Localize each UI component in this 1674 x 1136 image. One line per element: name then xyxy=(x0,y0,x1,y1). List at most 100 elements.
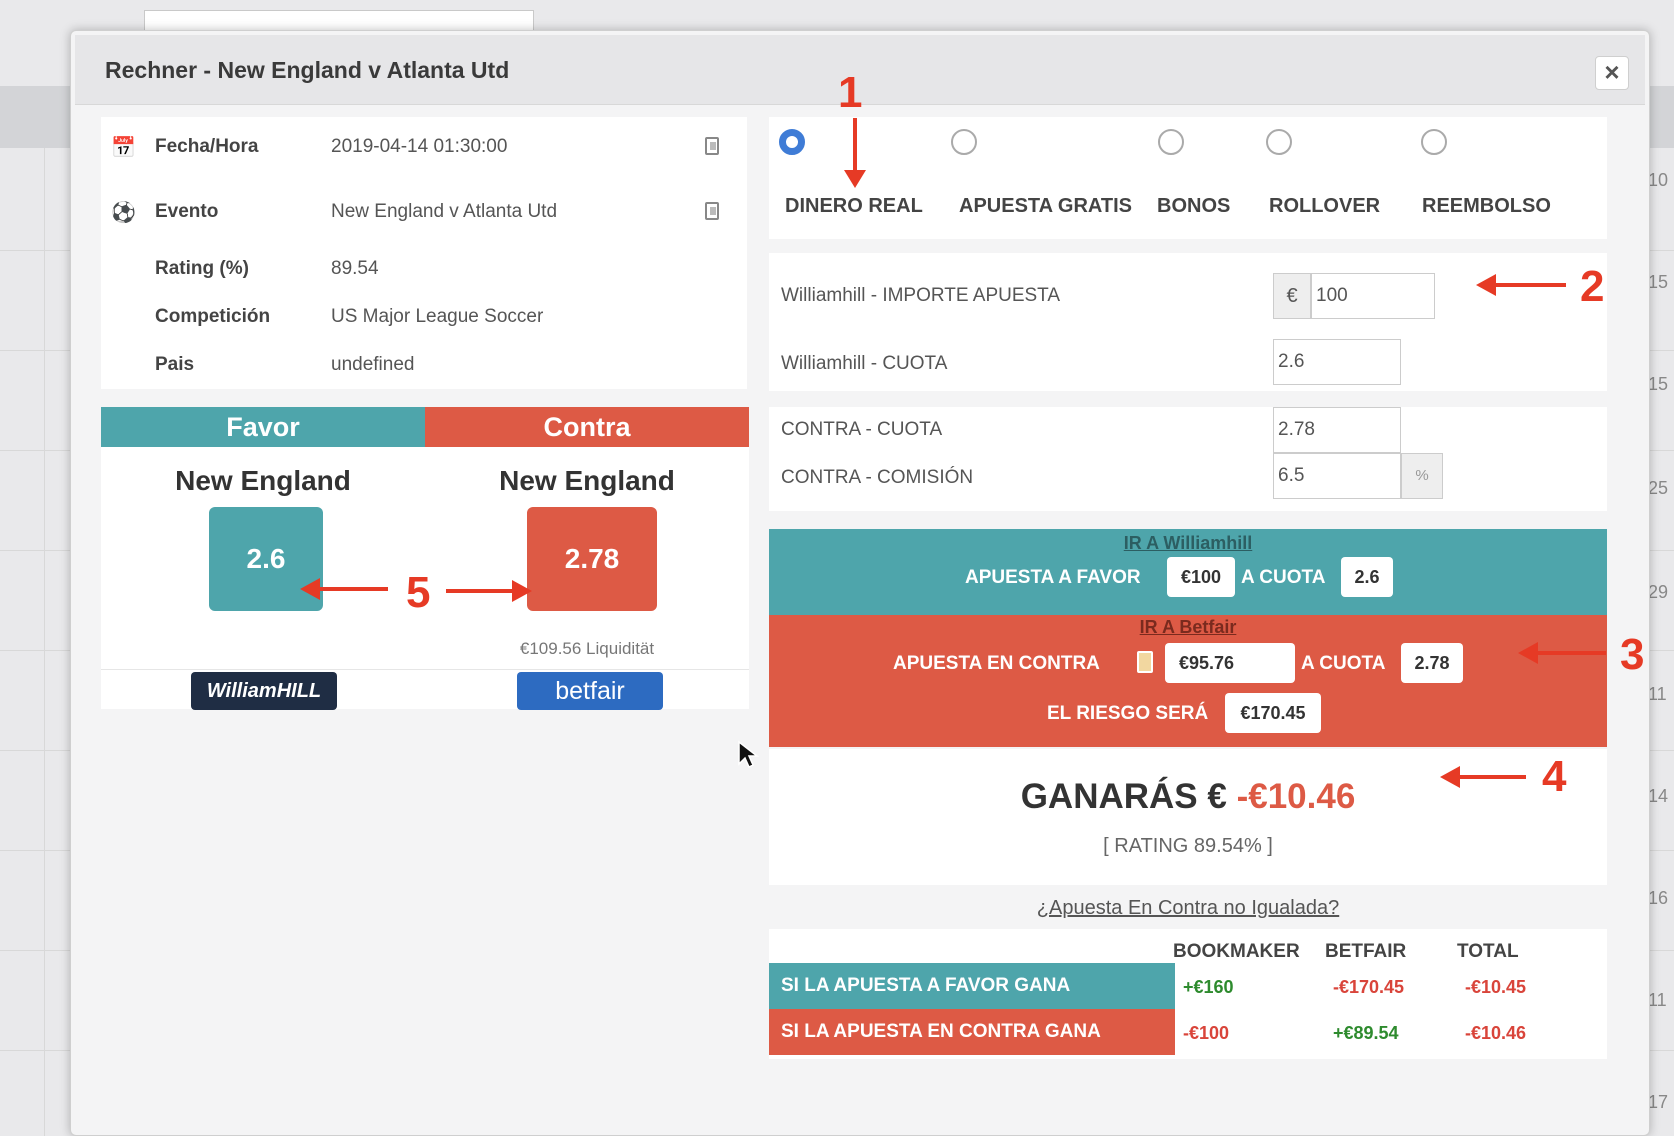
radio-label[interactable]: ROLLOVER xyxy=(1269,195,1381,217)
table-cell: -€10.45 xyxy=(1465,977,1527,997)
annotation-number: 1 xyxy=(838,68,863,117)
table-cell: -€170.45 xyxy=(1333,977,1405,997)
background-cell-number: 15 xyxy=(1648,374,1669,394)
radio-label[interactable]: DINERO REAL xyxy=(785,195,923,217)
lay-odds-label: CONTRA - CUOTA xyxy=(781,419,943,440)
column-header: TOTAL xyxy=(1457,941,1519,962)
currency-addon: € xyxy=(1273,273,1311,319)
info-value: New England v Atlanta Utd xyxy=(331,201,558,222)
radio-apuesta-gratis[interactable] xyxy=(951,129,977,155)
bookmaker-form: Williamhill - IMPORTE APUESTA € 100 Will… xyxy=(769,253,1607,391)
radio-label[interactable]: REEMBOLSO xyxy=(1422,195,1551,217)
info-row-country: Pais undefined xyxy=(101,345,747,385)
go-to-betfair-link[interactable]: IR A Betfair xyxy=(1139,617,1237,637)
background-grid-line xyxy=(44,148,45,1136)
info-value: 2019-04-14 01:30:00 xyxy=(331,136,508,157)
background-cell-number: 16 xyxy=(1648,888,1669,908)
info-label: Rating (%) xyxy=(155,258,249,279)
table-cell: +€89.54 xyxy=(1333,1023,1399,1043)
divider xyxy=(101,669,425,670)
back-bet-panel: IR A Williamhill APUESTA A FAVOR €100 A … xyxy=(769,529,1607,615)
radio-rollover[interactable] xyxy=(1266,129,1292,155)
close-button[interactable]: × xyxy=(1595,56,1629,90)
commission-label: CONTRA - COMISIÓN xyxy=(781,467,974,488)
bet-type-selector: DINERO REAL APUESTA GRATIS BONOS ROLLOVE… xyxy=(769,117,1607,239)
lay-odds-box: 2.78 xyxy=(1401,643,1463,683)
back-odds-box: 2.6 xyxy=(1341,557,1393,597)
risk-text: EL RIESGO SERÁ xyxy=(1047,703,1209,724)
info-row-datetime: 📅 Fecha/Hora 2019-04-14 01:30:00 xyxy=(101,127,747,167)
calendar-icon: 📅 xyxy=(111,137,136,159)
background-cell-number: 14 xyxy=(1648,786,1669,806)
annotation-arrow xyxy=(1490,283,1566,287)
annotation-arrowhead xyxy=(1518,642,1538,664)
lay-bet-panel: IR A Betfair APUESTA EN CONTRA €95.76 A … xyxy=(769,615,1607,747)
background-cell-number: 15 xyxy=(1648,272,1669,292)
annotation-arrowhead xyxy=(512,580,532,602)
info-label: Pais xyxy=(155,354,195,375)
copy-icon[interactable] xyxy=(705,202,719,220)
lay-odds-input[interactable]: 2.78 xyxy=(1273,407,1401,453)
calculator-modal: Rechner - New England v Atlanta Utd × 📅 … xyxy=(70,30,1650,1136)
result-rating: [ RATING 89.54% ] xyxy=(1103,835,1273,857)
table-cell: -€10.46 xyxy=(1465,1023,1527,1043)
unmatched-lay-link[interactable]: ¿Apuesta En Contra no Igualada? xyxy=(1036,897,1340,919)
mouse-cursor-icon xyxy=(738,740,759,769)
lay-bet-text: APUESTA EN CONTRA xyxy=(893,653,1100,674)
modal-title: Rechner - New England v Atlanta Utd xyxy=(105,57,510,83)
radio-bonos[interactable] xyxy=(1158,129,1184,155)
contra-team-name: New England xyxy=(499,465,675,496)
annotation-arrowhead xyxy=(1476,274,1496,296)
info-label: Evento xyxy=(155,201,219,222)
column-header: BOOKMAKER xyxy=(1173,941,1300,962)
lay-form: CONTRA - CUOTA 2.78 CONTRA - COMISIÓN 6.… xyxy=(769,407,1607,511)
annotation-arrowhead xyxy=(844,170,866,188)
profit-amount: -€10.46 xyxy=(1236,777,1356,816)
liquidity-text: €109.56 Liquidität xyxy=(519,639,655,658)
radio-reembolso[interactable] xyxy=(1421,129,1447,155)
soccer-ball-icon: ⚽ xyxy=(111,202,136,224)
annotation-arrowhead xyxy=(1440,766,1460,788)
background-cell-number: 11 xyxy=(1648,684,1667,704)
percent-addon: % xyxy=(1401,453,1443,499)
column-header: BETFAIR xyxy=(1325,941,1407,962)
profit-prefix: GANARÁS € xyxy=(1020,777,1227,816)
row-label-back-wins: SI LA APUESTA A FAVOR GANA xyxy=(769,963,1175,1009)
table-cell: -€100 xyxy=(1183,1023,1230,1043)
background-cell-number: 25 xyxy=(1648,478,1669,498)
williamhill-logo[interactable]: WilliamHILL xyxy=(191,672,337,710)
contra-odds-button[interactable]: 2.78 xyxy=(527,507,657,611)
favor-side: Favor New England 2.6 WilliamHILL xyxy=(101,407,425,710)
annotation-arrow xyxy=(318,587,388,591)
copy-icon[interactable] xyxy=(705,137,719,155)
back-bet-text: APUESTA A FAVOR xyxy=(965,567,1141,588)
radio-label[interactable]: APUESTA GRATIS xyxy=(959,195,1132,217)
risk-box: €170.45 xyxy=(1225,693,1321,733)
annotation-number: 3 xyxy=(1620,630,1645,679)
back-stake-box: €100 xyxy=(1167,557,1235,597)
info-row-competition: Competición US Major League Soccer xyxy=(101,297,747,337)
annotation-number: 5 xyxy=(406,568,431,617)
modal-header: Rechner - New England v Atlanta Utd × xyxy=(75,35,1645,105)
go-to-williamhill-link[interactable]: IR A Williamhill xyxy=(1123,533,1253,553)
radio-dinero-real[interactable] xyxy=(779,129,805,155)
info-label: Fecha/Hora xyxy=(155,136,259,157)
odds-input[interactable]: 2.6 xyxy=(1273,339,1401,385)
clipboard-icon[interactable] xyxy=(1137,651,1153,673)
annotation-number: 2 xyxy=(1580,262,1605,311)
info-row-event: ⚽ Evento New England v Atlanta Utd xyxy=(101,192,747,232)
event-info-panel: 📅 Fecha/Hora 2019-04-14 01:30:00 ⚽ Event… xyxy=(101,117,747,389)
radio-label[interactable]: BONOS xyxy=(1157,195,1231,217)
stake-input[interactable]: 100 xyxy=(1311,273,1435,319)
table-cell: +€160 xyxy=(1183,977,1234,997)
favor-team-name: New England xyxy=(175,465,351,496)
row-label-lay-wins: SI LA APUESTA EN CONTRA GANA xyxy=(769,1009,1175,1055)
background-cell-number: 10 xyxy=(1648,170,1669,190)
profit-line: GANARÁS € -€10.46 xyxy=(769,777,1607,817)
commission-input[interactable]: 6.5 xyxy=(1273,453,1401,499)
lay-stake-box[interactable]: €95.76 xyxy=(1165,643,1295,683)
betfair-logo[interactable]: betfair xyxy=(517,672,663,710)
stake-label: Williamhill - IMPORTE APUESTA xyxy=(781,285,1061,306)
lay-odds-text: A CUOTA xyxy=(1301,653,1386,674)
odds-label: Williamhill - CUOTA xyxy=(781,353,948,374)
